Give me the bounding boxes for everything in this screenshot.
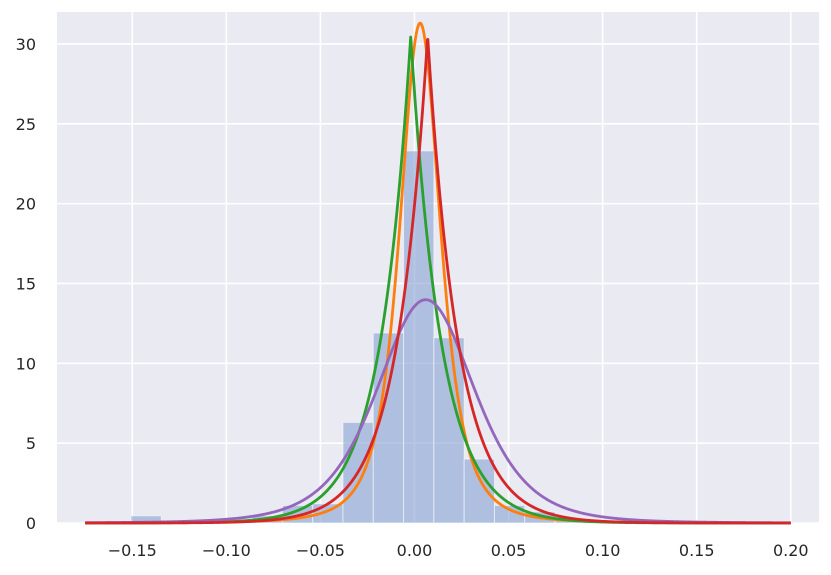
y-tick-label: 20 bbox=[16, 195, 36, 214]
y-tick-label: 5 bbox=[26, 434, 36, 453]
x-tick-label: −0.15 bbox=[108, 541, 157, 560]
y-tick-label: 10 bbox=[16, 354, 36, 373]
y-tick-label: 25 bbox=[16, 115, 36, 134]
y-tick-label: 30 bbox=[16, 35, 36, 54]
x-tick-label: 0.05 bbox=[491, 541, 527, 560]
y-tick-label: 0 bbox=[26, 514, 36, 533]
x-tick-label: −0.05 bbox=[296, 541, 345, 560]
histogram-bar bbox=[433, 337, 465, 524]
x-tick-labels: −0.15 −0.10 −0.05 0.00 0.05 0.10 0.15 0.20 bbox=[108, 541, 809, 560]
x-tick-label: 0.20 bbox=[773, 541, 809, 560]
density-curve bbox=[84, 37, 792, 525]
x-tick-label: −0.10 bbox=[202, 541, 251, 560]
x-tick-label: 0.15 bbox=[679, 541, 715, 560]
histogram-bar bbox=[403, 150, 435, 524]
x-tick-label: 0.00 bbox=[397, 541, 433, 560]
y-tick-labels: 0 5 10 15 20 25 30 bbox=[16, 35, 36, 533]
density-curves bbox=[84, 21, 792, 525]
x-tick-label: 0.10 bbox=[585, 541, 621, 560]
y-tick-label: 15 bbox=[16, 274, 36, 293]
